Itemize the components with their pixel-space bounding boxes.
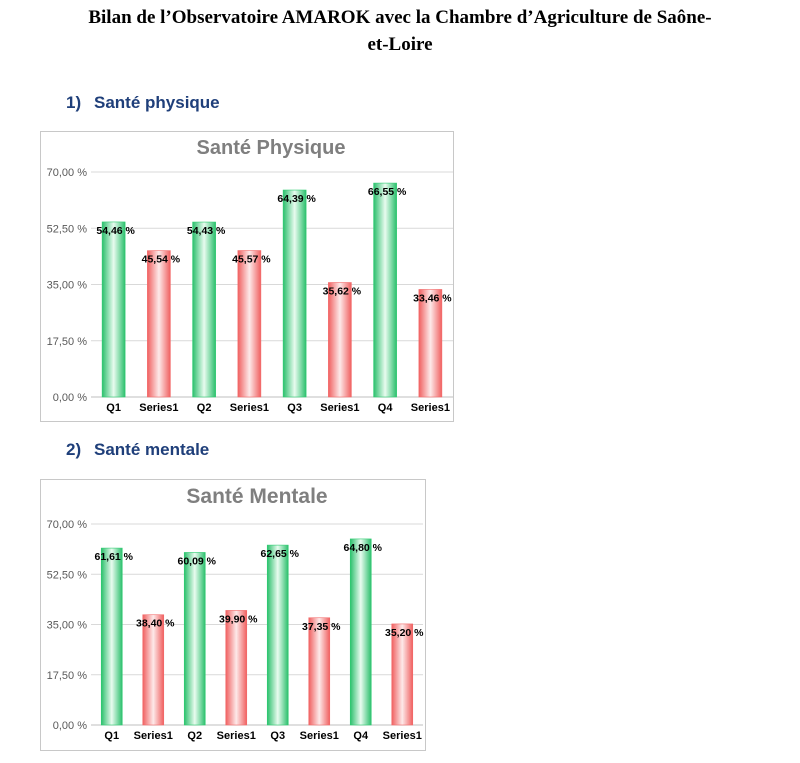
bar [373,182,397,398]
bar [418,289,443,398]
data-label: 38,40 % [136,618,175,630]
data-label: 37,35 % [302,621,341,633]
y-tick-label: 0,00 % [53,720,87,732]
category-label: Q1 [104,730,119,742]
category-label: Series1 [230,402,269,414]
y-tick-label: 17,50 % [47,670,88,682]
category-label: Q4 [353,730,369,742]
category-label: Series1 [134,730,173,742]
document-title-line-1: Bilan de l’Observatoire AMAROK avec la C… [88,7,712,28]
bar [101,221,126,398]
data-label: 54,43 % [187,225,226,237]
data-label: 39,90 % [219,613,258,625]
mental-health-chart: Santé Mentale 0,00 % 17,50 % 35,00 % 52,50 %… [40,479,426,751]
y-tick-label: 35,00 % [47,620,88,632]
category-label: Series1 [383,730,422,742]
bar [183,552,206,726]
section-heading-text: Santé physique [94,93,220,112]
category-label: Q4 [378,402,394,414]
section-number: 2) [66,440,82,459]
bar [328,282,352,398]
y-tick-label: 17,50 % [47,336,88,348]
section-heading-text: Santé mentale [94,440,210,459]
data-label: 45,57 % [232,254,271,266]
data-label: 35,62 % [323,286,362,298]
bar [308,617,331,726]
bar [349,538,372,726]
data-label: 64,39 % [277,193,316,205]
bar [266,544,289,726]
category-label: Series1 [300,730,339,742]
document-title: Bilan de l’Observatoire AMAROK avec la C… [20,4,780,58]
physical-health-chart: Santé Physique 0,00 % 17,50 % 35,00 % 52,50 … [40,131,454,422]
y-tick-label: 52,50 % [47,223,88,235]
bar [391,623,414,726]
category-label: Series1 [217,730,256,742]
category-label: Q1 [106,402,121,414]
category-label: Q2 [197,402,212,414]
y-tick-label: 70,00 % [47,519,88,531]
section-heading-mental-health: 2) Santé mentale [66,440,209,460]
category-label: Q2 [187,730,202,742]
category-label: Series1 [411,402,450,414]
section-number: 1) [66,93,82,112]
data-label: 60,09 % [177,555,216,567]
chart-title: Santé Mentale [186,485,327,508]
category-label: Series1 [139,402,178,414]
data-label: 35,20 % [385,627,424,639]
bar [225,610,248,726]
bar [147,250,171,398]
data-label: 64,80 % [343,542,382,554]
data-label: 45,54 % [142,254,181,266]
y-tick-label: 52,50 % [47,569,88,581]
bar [100,547,123,726]
bar [237,250,262,398]
bar [282,189,307,398]
mental-health-chart-svg: Santé Mentale 0,00 % 17,50 % 35,00 % 52,50 %… [47,485,425,742]
y-tick-label: 70,00 % [47,167,88,179]
data-label: 61,61 % [94,551,133,563]
y-tick-label: 35,00 % [47,280,88,292]
bar [192,221,216,398]
section-heading-physical-health: 1) Santé physique [66,93,220,113]
y-tick-label: 0,00 % [53,392,87,404]
document-title-line-2: et-Loire [367,34,433,55]
chart-title: Santé Physique [197,137,346,159]
physical-health-chart-svg: Santé Physique 0,00 % 17,50 % 35,00 % 52,50 … [47,137,453,414]
bar [142,614,165,726]
data-label: 33,46 % [413,292,452,304]
category-label: Series1 [320,402,359,414]
category-label: Q3 [287,402,302,414]
data-label: 66,55 % [368,186,407,198]
data-label: 54,46 % [96,225,135,237]
data-label: 62,65 % [260,548,299,560]
category-label: Q3 [270,730,285,742]
